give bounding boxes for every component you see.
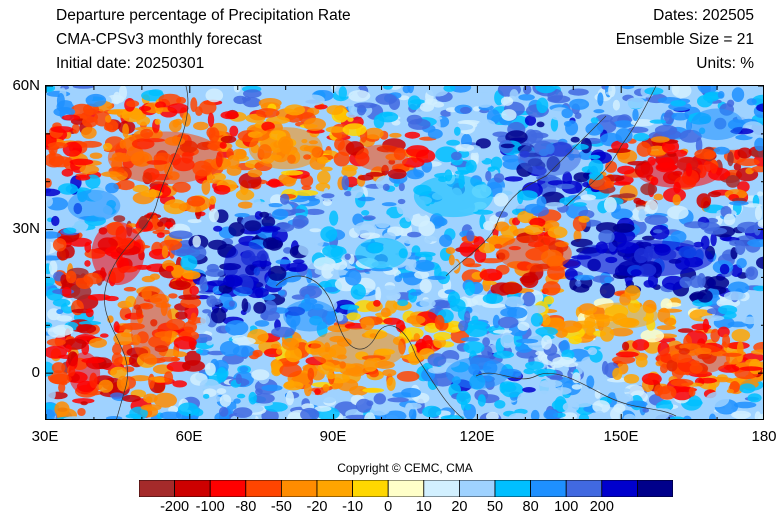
- colorbar-box-10: [494, 480, 531, 497]
- lon-label-60e: 60E: [175, 428, 203, 445]
- lat-label-30n: 30N: [12, 220, 40, 237]
- field-region-14: [283, 299, 336, 332]
- colorbar-box-0: [139, 480, 175, 497]
- coastline-0: [104, 86, 189, 419]
- field-region-12: [576, 239, 714, 277]
- ensemble-size: Ensemble Size = 21: [615, 31, 754, 48]
- field-region-2: [355, 144, 408, 171]
- lon-label-150e: 150E: [603, 428, 639, 445]
- colorbar-box-13: [601, 480, 638, 497]
- colorbar-box-1: [174, 480, 211, 497]
- lon-label-30e: 30E: [31, 428, 59, 445]
- lon-label-180: 180: [751, 428, 777, 445]
- coastline-4: [565, 86, 657, 207]
- colorbar-label: 100: [554, 499, 579, 515]
- coastline-2: [415, 355, 465, 419]
- precipitation-field: [46, 86, 763, 419]
- colorbar-label: 200: [589, 499, 614, 515]
- map-panel: [45, 85, 764, 420]
- units-label: Units: %: [696, 55, 754, 72]
- forecast-dates: Dates: 202505: [653, 7, 754, 24]
- lon-label-120e: 120E: [459, 428, 495, 445]
- field-region-13: [517, 139, 581, 177]
- coastline-3: [445, 115, 607, 277]
- colorbar-label: -50: [270, 499, 292, 515]
- field-region-8: [636, 156, 721, 188]
- colorbar: [139, 480, 673, 497]
- field-region-7: [498, 235, 572, 272]
- colorbar-label: -200: [160, 499, 190, 515]
- field-region-3: [91, 221, 145, 286]
- coastline-5: [475, 372, 677, 417]
- colorbar-box-12: [565, 480, 603, 497]
- field-region-18: [690, 108, 744, 141]
- colorbar-label: -80: [235, 499, 257, 515]
- colorbar-box-5: [316, 480, 353, 497]
- field-region-5: [68, 352, 101, 395]
- colorbar-label: 10: [415, 499, 432, 515]
- colorbar-box-2: [209, 480, 247, 497]
- field-region-16: [413, 175, 493, 218]
- colorbar-label: -20: [306, 499, 328, 515]
- colorbar-label: -100: [195, 499, 225, 515]
- colorbar-box-4: [280, 480, 318, 497]
- lon-label-90e: 90E: [319, 428, 347, 445]
- lat-label-60n: 60N: [12, 77, 40, 94]
- field-region-10: [584, 302, 659, 329]
- axis-ticks: [46, 86, 763, 419]
- colorbar-label: 50: [486, 499, 504, 515]
- colorbar-box-6: [352, 480, 389, 497]
- colorbar-box-11: [530, 480, 567, 497]
- colorbar-label: 20: [451, 499, 468, 515]
- colorbar-label: -10: [342, 499, 364, 515]
- field-region-4: [130, 285, 173, 365]
- colorbar-box-9: [458, 480, 496, 497]
- field-region-15: [67, 189, 121, 222]
- colorbar-box-14: [636, 480, 673, 497]
- field-region-9: [656, 342, 731, 375]
- lat-label-0: 0: [31, 364, 40, 381]
- model-name: CMA-CPSv3 monthly forecast: [56, 31, 262, 48]
- colorbar-label: 80: [522, 499, 539, 515]
- field-region-11: [223, 241, 272, 295]
- initial-date: Initial date: 20250301: [56, 55, 205, 72]
- copyright-text: Copyright © CEMC, CMA: [337, 461, 473, 475]
- field-region-1: [248, 127, 323, 170]
- coastline-1: [275, 275, 417, 357]
- colorbar-box-3: [245, 480, 282, 497]
- colorbar-box-8: [423, 480, 460, 497]
- field-region-19: [355, 237, 408, 270]
- map-title: Departure percentage of Precipitation Ra…: [56, 7, 351, 24]
- field-region-0: [107, 131, 224, 185]
- colorbar-label: 0: [384, 499, 393, 515]
- colorbar-box-7: [387, 480, 425, 497]
- field-region-17: [445, 357, 510, 389]
